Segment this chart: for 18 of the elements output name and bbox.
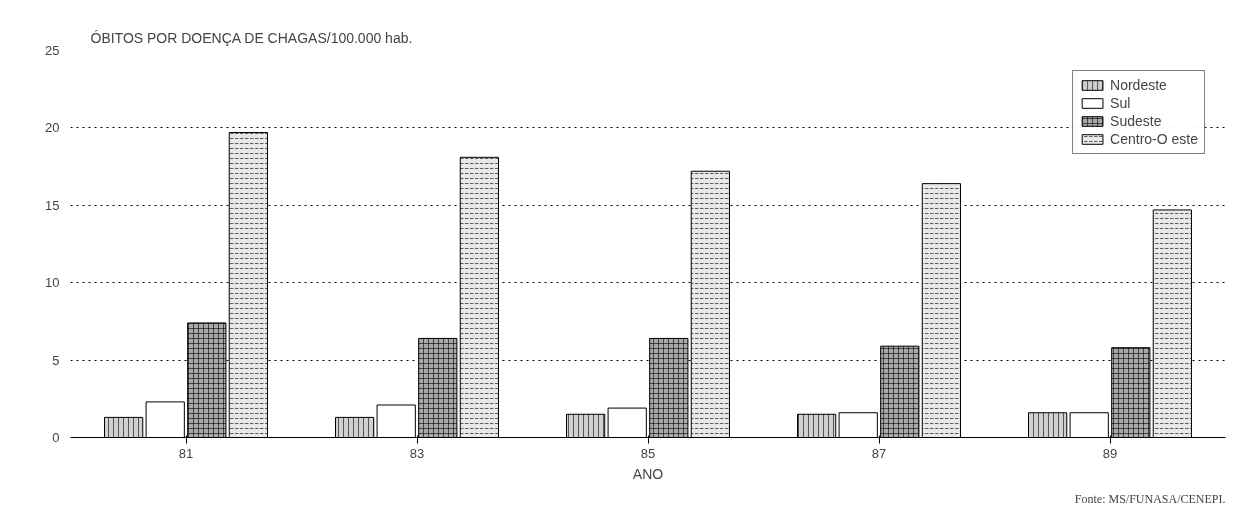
legend-label: Centro-O este <box>1110 131 1198 147</box>
y-tick-label: 20 <box>45 120 60 136</box>
source-note: Fonte: MS/FUNASA/CENEPI. <box>1074 491 1226 506</box>
x-tick-label: 87 <box>871 445 887 461</box>
legend-label: Sudeste <box>1110 113 1162 129</box>
legend-label: Sul <box>1110 95 1131 111</box>
chart-title: ÓBITOS POR DOENÇA DE CHAGAS/100.000 hab. <box>90 29 413 46</box>
x-tick-label: 81 <box>178 445 194 461</box>
y-tick-label: 15 <box>45 197 60 213</box>
legend-label: Nordeste <box>1110 77 1167 93</box>
x-tick-label: 83 <box>409 445 425 461</box>
y-tick-label: 5 <box>52 352 60 368</box>
y-tick-label: 10 <box>45 275 60 291</box>
y-tick-label: 25 <box>45 43 60 58</box>
y-tick-label: 0 <box>52 430 60 445</box>
x-tick-label: 89 <box>1102 445 1118 461</box>
x-axis-title: ANO <box>632 465 664 482</box>
x-tick-label: 85 <box>640 445 656 461</box>
